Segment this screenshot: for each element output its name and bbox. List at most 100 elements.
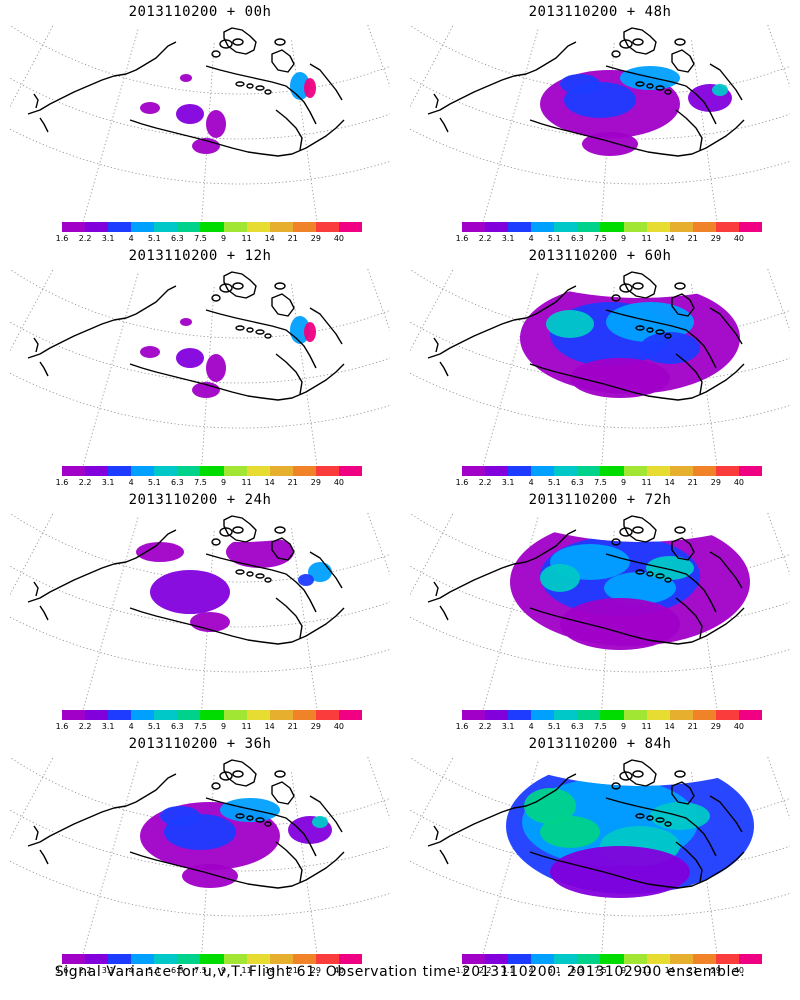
variance-contour	[298, 574, 314, 586]
colorbar-tick-label: 4	[528, 234, 534, 243]
colorbar-swatch	[692, 710, 716, 720]
colorbar-tick-label: 3.1	[501, 478, 515, 487]
colorbar-swatch	[315, 222, 339, 232]
colorbar-swatch	[177, 954, 201, 964]
colorbar-tick-label: 4	[128, 966, 134, 975]
colorbar-swatch	[177, 710, 201, 720]
colorbar-swatch	[508, 222, 532, 232]
colorbar-swatch	[338, 466, 363, 476]
colorbar-swatch	[62, 466, 86, 476]
colorbar-swatch	[269, 954, 293, 964]
coastlines	[27, 27, 345, 157]
variance-field	[140, 316, 316, 398]
colorbar-tick-label: 21	[687, 478, 698, 487]
colorbar-tick-label: 6.3	[571, 966, 584, 975]
colorbar-swatch	[85, 710, 109, 720]
colorbar-swatch	[154, 710, 178, 720]
colorbar-swatch	[131, 710, 155, 720]
colorbar-swatch	[715, 954, 739, 964]
colorbar-tick-label: 29	[710, 234, 721, 243]
variance-contour	[160, 806, 200, 826]
panel-title: 2013110200 + 48h	[528, 4, 672, 20]
colorbar-swatch	[600, 222, 624, 232]
colorbar-tick-label: 1.6	[455, 722, 469, 731]
variance-contour	[206, 110, 226, 138]
colorbar-tick-label: 1.6	[455, 234, 469, 243]
map-panel: 2013110200 + 00h 1.6 2.2 3.1 4 5.1 6.3 7.5 9 11 14…	[0, 0, 400, 245]
colorbar-tick-label: 5.1	[147, 478, 161, 487]
colorbar-tick-label: 3.1	[501, 966, 515, 975]
colorbar-swatch	[554, 954, 578, 964]
colorbar-swatch	[462, 466, 486, 476]
colorbar-swatch	[200, 710, 224, 720]
colorbar-swatch	[623, 222, 647, 232]
colorbar-swatch	[338, 710, 363, 720]
colorbar-tick-label: 3.1	[101, 478, 115, 487]
colorbar-tick-label: 21	[287, 234, 298, 243]
variance-field	[520, 282, 740, 398]
map-plot	[10, 756, 390, 956]
variance-contour	[180, 318, 192, 326]
panel-title: 2013110200 + 00h	[128, 4, 272, 20]
colorbar-swatch	[715, 710, 739, 720]
colorbar-swatch	[62, 710, 86, 720]
colorbar-swatch	[85, 466, 109, 476]
variance-contour	[560, 74, 600, 94]
colorbar-tick-label: 1.6	[55, 966, 69, 975]
colorbar-cells	[62, 222, 363, 232]
colorbar-swatch	[485, 954, 509, 964]
colorbar-tick-label: 11	[641, 478, 652, 487]
colorbar-swatch	[577, 710, 601, 720]
colorbar-tick-label: 14	[264, 722, 275, 731]
colorbar-tick-label: 6.3	[171, 234, 184, 243]
colorbar-swatch	[200, 466, 224, 476]
variance-contour	[140, 346, 160, 358]
colorbar-tick-label: 7.5	[194, 478, 207, 487]
colorbar-swatch	[246, 710, 270, 720]
variance-contour	[582, 132, 638, 156]
colorbar-swatch	[315, 710, 339, 720]
colorbar-swatch	[508, 466, 532, 476]
colorbar-swatch	[738, 222, 763, 232]
colorbar-labels: 1.6 2.2 3.1 4 5.1 6.3 7.5 9 11 14 21 29 40	[56, 720, 362, 732]
colorbar-cells	[462, 466, 763, 476]
colorbar-swatch	[669, 710, 693, 720]
colorbar-tick-label: 14	[264, 234, 275, 243]
variance-contour	[220, 798, 280, 822]
colorbar-tick-label: 29	[310, 478, 321, 487]
colorbar-labels: 1.6 2.2 3.1 4 5.1 6.3 7.5 9 11 14 21 29 40	[56, 232, 362, 244]
colorbar-tick-label: 29	[310, 966, 321, 975]
colorbar: 1.6 2.2 3.1 4 5.1 6.3 7.5 9 11 14 21 29 40	[56, 954, 363, 978]
panel-title: 2013110200 + 12h	[128, 248, 272, 264]
colorbar-swatch	[715, 466, 739, 476]
variance-contour	[136, 542, 184, 562]
colorbar-tick-label: 1.6	[55, 722, 69, 731]
colorbar-tick-label: 5.1	[547, 478, 561, 487]
map-plot	[410, 756, 790, 956]
colorbar-tick-label: 2.2	[78, 478, 92, 487]
colorbar-tick-label: 4	[128, 722, 134, 731]
colorbar-swatch	[577, 954, 601, 964]
variance-contour	[640, 332, 700, 364]
colorbar-swatch	[531, 710, 555, 720]
colorbar: 1.6 2.2 3.1 4 5.1 6.3 7.5 9 11 14 21 29 40	[456, 710, 763, 734]
variance-contour	[180, 74, 192, 82]
colorbar-swatch	[531, 222, 555, 232]
colorbar-swatch	[623, 710, 647, 720]
colorbar-tick-label: 11	[641, 234, 652, 243]
colorbar-tick-label: 7.5	[594, 234, 607, 243]
map-grid	[10, 24, 390, 224]
colorbar-swatch	[315, 954, 339, 964]
colorbar-tick-label: 14	[664, 478, 675, 487]
colorbar-swatch	[485, 222, 509, 232]
map-plot	[410, 268, 790, 468]
colorbar-labels: 1.6 2.2 3.1 4 5.1 6.3 7.5 9 11 14 21 29 40	[456, 720, 762, 732]
colorbar-tick-label: 2.2	[478, 478, 492, 487]
colorbar-swatch	[177, 222, 201, 232]
colorbar-tick-label: 9	[620, 966, 627, 975]
variance-contour	[182, 864, 238, 888]
panel-title: 2013110200 + 84h	[528, 736, 672, 752]
colorbar-tick-label: 21	[287, 966, 298, 975]
colorbar-tick-label: 6.3	[171, 966, 184, 975]
colorbar-tick-label: 6.3	[171, 478, 184, 487]
